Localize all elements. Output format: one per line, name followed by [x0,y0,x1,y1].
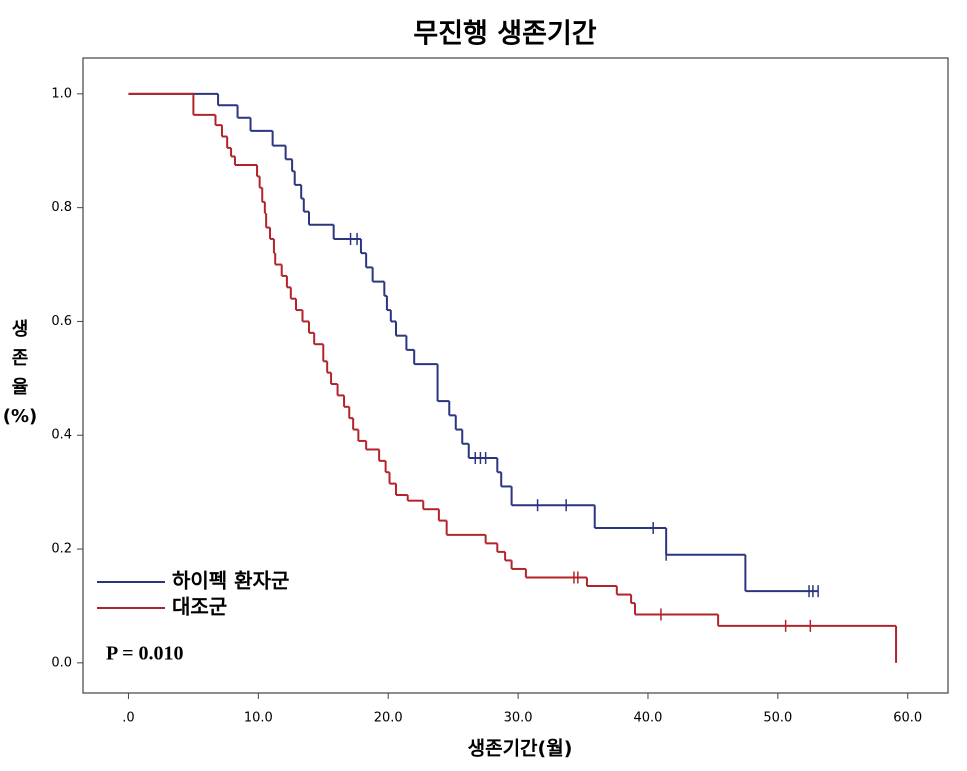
legend-label: 하이펙 환자군 [172,569,289,593]
x-tick-label: 40.0 [634,711,663,726]
x-tick-label: 20.0 [374,711,403,726]
y-tick-label: 0.6 [51,314,72,329]
chart-title: 무진행 생존기간 [413,19,596,50]
y-tick-label: 0.0 [51,655,72,670]
x-tick-label: 50.0 [763,711,792,726]
y-tick-label: 0.8 [51,200,72,215]
x-tick-label: .0 [122,711,134,726]
y-tick-label: 0.4 [51,428,72,443]
x-axis-label: 생존기간(월) [468,738,573,760]
x-tick-label: 60.0 [893,711,922,726]
p-value: P = 0.010 [106,643,184,665]
y-tick-label: 1.0 [51,86,72,101]
y-axis-label-line: 율 [12,377,29,398]
y-tick-label: 0.2 [51,542,72,557]
y-axis-label-line: 존 [12,348,29,369]
plot-frame [82,57,949,694]
y-axis-label: 생존율 (%) [3,319,38,427]
legend-label: 대조군 [172,595,227,619]
x-tick-label: 30.0 [504,711,533,726]
x-tick-label: 10.0 [244,711,273,726]
y-axis-label-line: (%) [3,406,38,427]
y-axis-label-line: 생 [12,319,29,340]
